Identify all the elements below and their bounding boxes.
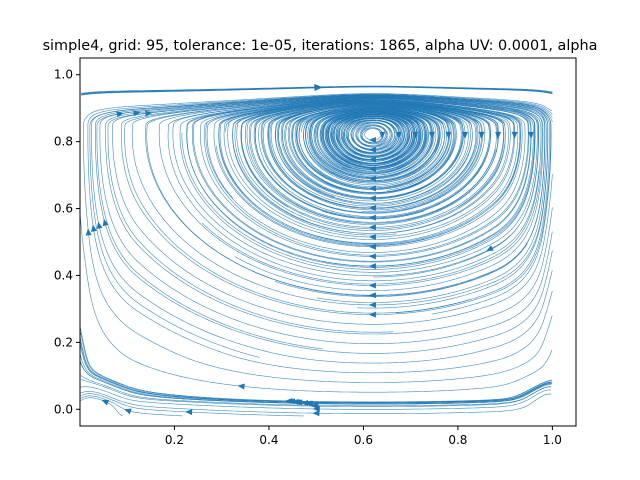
flow-arrow <box>368 311 376 318</box>
y-axis: 0.0 0.2 0.4 0.6 0.8 1.0 <box>54 68 80 416</box>
flow-arrow <box>101 399 110 406</box>
flow-arrow <box>312 410 320 417</box>
flow-arrow <box>124 408 132 415</box>
plot-frame <box>79 57 577 427</box>
flow-arrow <box>368 243 376 250</box>
x-tick-label: 0.2 <box>165 433 184 447</box>
flow-arrow <box>237 383 245 390</box>
flow-arrow <box>145 110 153 117</box>
y-tick-label: 0.0 <box>54 402 73 416</box>
flow-arrow <box>90 224 97 232</box>
flow-arrow <box>368 301 376 308</box>
flow-arrow <box>511 131 518 139</box>
flow-arrow <box>304 400 312 407</box>
x-axis: 0.2 0.4 0.6 0.8 1.0 <box>165 426 562 447</box>
flow-arrow <box>445 131 452 139</box>
flow-arrow <box>368 137 376 143</box>
flow-arrow <box>368 292 376 299</box>
flow-arrow <box>368 195 376 202</box>
x-tick-label: 0.6 <box>354 433 373 447</box>
flow-arrow <box>478 131 485 139</box>
flow-arrow <box>293 399 301 406</box>
flow-arrow <box>368 282 376 289</box>
chart-title: simple4, grid: 95, tolerance: 1e-05, ite… <box>43 38 598 54</box>
flow-arrow <box>185 409 193 416</box>
flow-arrow <box>428 131 435 139</box>
flow-arrow <box>368 253 376 260</box>
flow-arrow <box>85 228 92 236</box>
flow-arrow <box>368 263 376 270</box>
x-tick-label: 0.8 <box>448 433 467 447</box>
flow-arrow <box>379 131 386 139</box>
flow-arrow <box>368 175 376 182</box>
y-tick-label: 1.0 <box>54 68 73 82</box>
flow-arrow <box>368 146 376 153</box>
y-tick-label: 0.6 <box>54 202 73 216</box>
flow-arrow <box>311 402 319 409</box>
flow-arrow <box>462 131 468 139</box>
y-tick-label: 0.8 <box>54 135 73 149</box>
flow-arrow <box>133 110 141 117</box>
flow-arrow <box>96 221 103 230</box>
flow-arrows <box>85 83 535 417</box>
flow-arrow <box>116 111 124 118</box>
flow-arrow <box>395 131 402 139</box>
flow-arrow <box>102 218 109 227</box>
y-tick-label: 0.4 <box>54 268 73 282</box>
flow-arrow <box>486 245 494 252</box>
flow-arrow <box>368 224 376 231</box>
flow-arrow <box>368 156 376 163</box>
y-tick-label: 0.2 <box>54 335 73 349</box>
flow-arrow <box>300 400 308 407</box>
flow-arrow <box>314 84 322 91</box>
flow-arrow <box>368 234 376 240</box>
flow-arrow <box>528 131 535 139</box>
flow-arrow <box>368 185 376 192</box>
flow-arrow <box>495 131 502 139</box>
flow-arrow <box>412 131 419 139</box>
x-tick-label: 1.0 <box>543 433 562 447</box>
flow-arrow <box>368 166 376 173</box>
flow-arrow <box>368 214 376 221</box>
flow-arrow <box>288 398 296 405</box>
x-tick-label: 0.4 <box>259 433 278 447</box>
flow-arrow <box>368 204 376 211</box>
